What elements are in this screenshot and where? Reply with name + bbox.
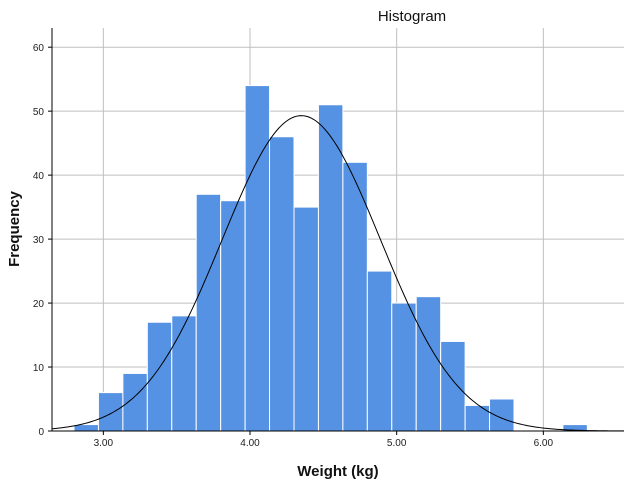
histogram-bar <box>244 85 271 432</box>
histogram-bar <box>489 398 515 432</box>
axes <box>48 28 624 435</box>
y-axis-title: Frequency <box>6 190 23 267</box>
histogram-bar <box>146 321 173 432</box>
histogram-bar <box>293 206 319 432</box>
normal-distribution-curve <box>51 115 625 432</box>
x-tick-label: 6.00 <box>534 438 554 449</box>
histogram-bar <box>415 296 442 432</box>
y-tick-label: 50 <box>33 107 45 118</box>
histogram-bar <box>122 372 148 432</box>
x-tick-label: 4.00 <box>240 438 260 449</box>
y-tick-label: 30 <box>33 235 45 246</box>
histogram-bars <box>73 85 588 432</box>
histogram-bar <box>195 193 222 432</box>
x-tick-label: 3.00 <box>94 438 114 449</box>
histogram-bar <box>342 161 368 432</box>
y-tick-label: 10 <box>33 363 45 374</box>
y-tick-label: 60 <box>33 43 45 54</box>
x-axis-title: Weight (kg) <box>297 463 378 480</box>
histogram-bar <box>97 392 124 432</box>
histogram-bar <box>464 404 491 432</box>
histogram-bar <box>269 136 295 432</box>
histogram-bar <box>171 315 197 432</box>
y-tick-label: 40 <box>33 171 45 182</box>
histogram-bar <box>317 104 344 432</box>
histogram-bar <box>391 302 417 432</box>
histogram-bar <box>366 270 393 432</box>
normal-curve-layer <box>51 115 625 432</box>
y-tick-label: 0 <box>38 427 44 438</box>
y-tick-label: 20 <box>33 299 45 310</box>
histogram-bar <box>440 340 466 432</box>
tick-labels: 0 10 20 30 40 50 60 3.00 4.00 5.00 6.00 <box>33 43 554 449</box>
chart-title: Histogram <box>378 8 446 25</box>
x-tick-label: 5.00 <box>387 438 407 449</box>
